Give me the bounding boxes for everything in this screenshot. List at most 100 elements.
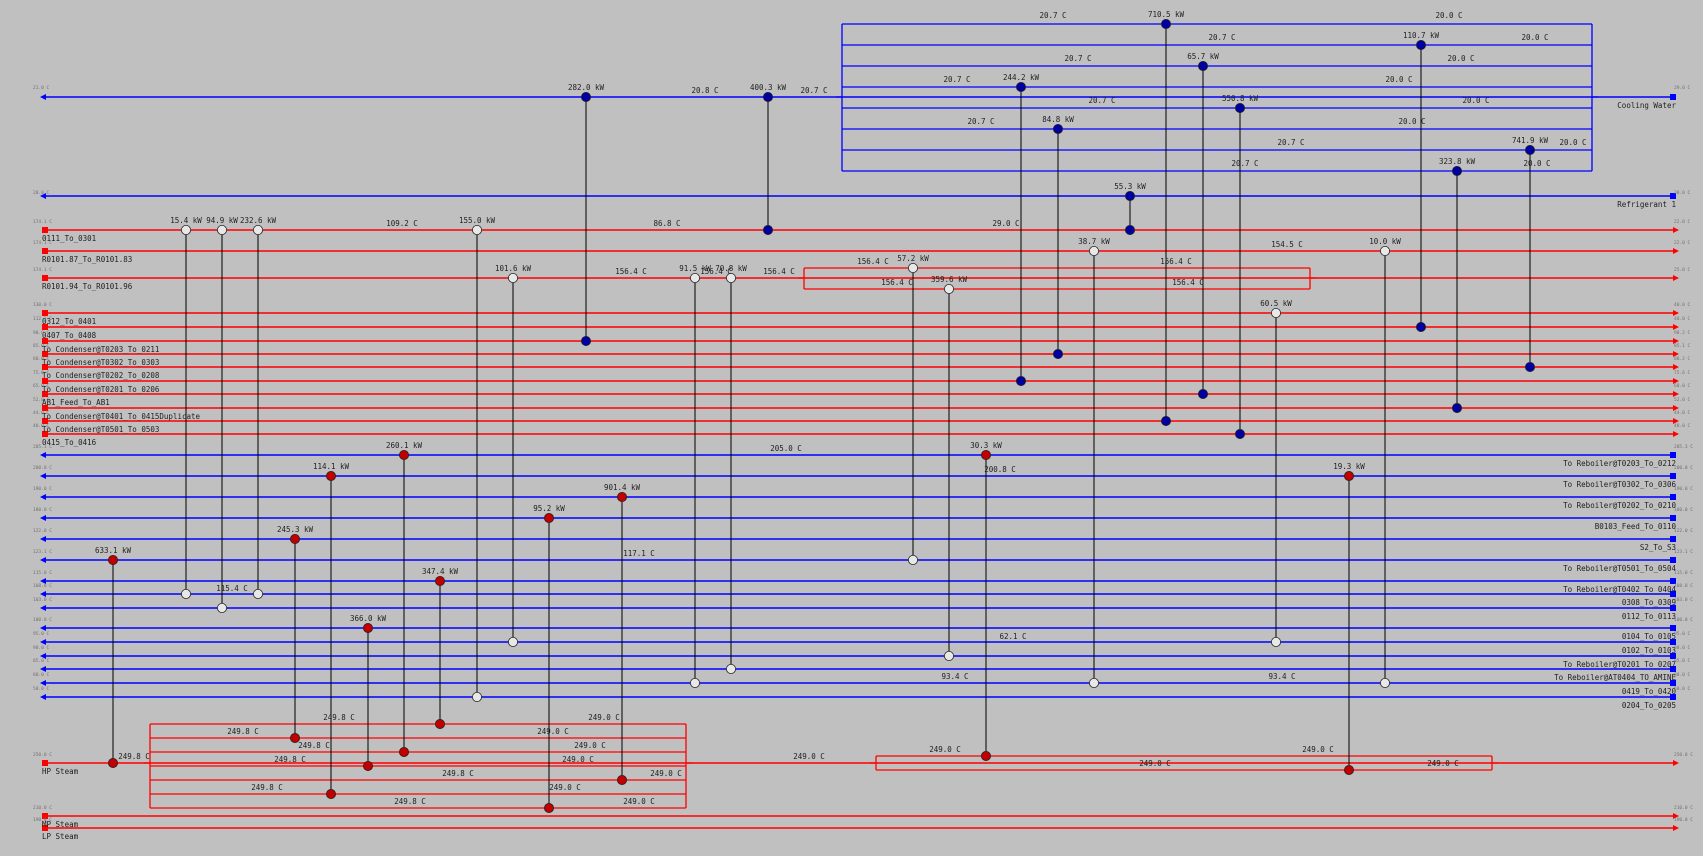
cooler-node-top[interactable] (581, 92, 592, 103)
exchanger-node-bottom[interactable] (180, 589, 191, 600)
exchanger-node-top[interactable] (1271, 307, 1282, 318)
stream-source-marker (42, 825, 48, 831)
heater-node-top[interactable] (981, 449, 992, 460)
exchanger-node-top[interactable] (252, 224, 263, 235)
exchanger-node-bottom[interactable] (690, 678, 701, 689)
exchanger-node-top[interactable] (944, 283, 955, 294)
tiny-temp-left: 174.1 C (33, 267, 52, 273)
exchanger-node-bottom[interactable] (507, 637, 518, 648)
heater-node-top[interactable] (617, 491, 628, 502)
cooler-node-bottom[interactable] (1198, 388, 1209, 399)
tiny-temp-left: 174.1 C (33, 240, 52, 246)
heater-node-bottom[interactable] (289, 733, 300, 744)
stream-arrow-right (1673, 248, 1679, 254)
tiny-temp-left: 80.0 C (33, 672, 50, 678)
exchanger-node-bottom[interactable] (1271, 637, 1282, 648)
cooler-node-bottom[interactable] (1235, 428, 1246, 439)
heater-node-top[interactable] (1344, 470, 1355, 481)
exchanger-node-top[interactable] (908, 262, 919, 273)
cooler-node-top[interactable] (1016, 82, 1027, 93)
temperature-label: 20.7 C (943, 75, 970, 84)
tiny-temp-left: 108.0 C (33, 583, 52, 589)
duty-label: 60.5 kW (1260, 299, 1292, 308)
heater-node-bottom[interactable] (325, 789, 336, 800)
exchanger-node-top[interactable] (1380, 245, 1391, 256)
cooler-node-bottom[interactable] (581, 335, 592, 346)
heater-node-top[interactable] (325, 470, 336, 481)
cooler-node-top[interactable] (1198, 61, 1209, 72)
exchanger-node-bottom[interactable] (252, 589, 263, 600)
cooler-node-top[interactable] (1053, 124, 1064, 135)
heater-node-bottom[interactable] (108, 758, 119, 769)
tiny-temp-left: 174.1 C (33, 219, 52, 225)
cooler-node-top[interactable] (1525, 144, 1536, 155)
cooler-node-bottom[interactable] (1053, 348, 1064, 359)
exchanger-node-top[interactable] (1089, 245, 1100, 256)
stream-arrow-left (40, 625, 46, 631)
exchanger-node-bottom[interactable] (471, 692, 482, 703)
heater-node-top[interactable] (434, 576, 445, 587)
heater-node-bottom[interactable] (362, 761, 373, 772)
exchanger-node-top[interactable] (471, 224, 482, 235)
heater-node-top[interactable] (289, 534, 300, 545)
cooler-node-top[interactable] (763, 92, 774, 103)
stream-label-h13: 0415_To_0416 (42, 438, 97, 447)
heater-node-bottom[interactable] (544, 803, 555, 814)
exchanger-node-bottom[interactable] (726, 664, 737, 675)
heater-node-bottom[interactable] (1344, 765, 1355, 776)
tiny-temp-right: 85.1 C (1674, 343, 1691, 349)
cooler-node-top[interactable] (1416, 40, 1427, 51)
cooler-node-top[interactable] (1125, 190, 1136, 201)
exchanger-node-top[interactable] (507, 272, 518, 283)
stream-arrow-right (1673, 760, 1679, 766)
cooler-node-top[interactable] (1452, 165, 1463, 176)
cooler-node-top[interactable] (1235, 103, 1246, 114)
temperature-label: 249.0 C (793, 752, 825, 761)
cooler-node-bottom[interactable] (1161, 415, 1172, 426)
tiny-temp-left: 112.1 C (33, 316, 52, 322)
tiny-temp-right: 44.0 C (1674, 410, 1691, 416)
temperature-label: 20.0 C (1385, 75, 1412, 84)
cooler-node-bottom[interactable] (1416, 321, 1427, 332)
exchanger-node-top[interactable] (180, 224, 191, 235)
stream-arrow-left (40, 536, 46, 542)
stream-label-c3: To Reboiler@T0202_To_0210 (1563, 501, 1676, 510)
exchanger-node-bottom[interactable] (1380, 678, 1391, 689)
exchanger-node-bottom[interactable] (908, 555, 919, 566)
heater-node-bottom[interactable] (617, 775, 628, 786)
tiny-temp-right: 200.0 C (1674, 465, 1693, 471)
stream-arrow-left (40, 94, 46, 100)
temperature-label: 249.0 C (623, 797, 655, 806)
cooler-node-bottom[interactable] (1125, 224, 1136, 235)
heater-node-bottom[interactable] (981, 751, 992, 762)
stream-arrow-right (1673, 378, 1679, 384)
exchanger-node-top[interactable] (216, 224, 227, 235)
temperature-label: 20.0 C (1523, 159, 1550, 168)
temperature-label: 249.8 C (227, 727, 259, 736)
exchanger-node-bottom[interactable] (944, 651, 955, 662)
duty-label: 347.4 kW (422, 567, 459, 576)
heater-node-bottom[interactable] (398, 747, 409, 758)
stream-label-h1: 0111_To_0301 (42, 234, 96, 243)
cooler-node-bottom[interactable] (763, 224, 774, 235)
tiny-temp-right: 108.0 C (1674, 583, 1693, 589)
cooler-node-bottom[interactable] (1016, 375, 1027, 386)
heater-node-top[interactable] (108, 555, 119, 566)
exchanger-node-bottom[interactable] (216, 603, 227, 614)
tiny-temp-right: 22.0 C (1674, 240, 1691, 246)
heater-node-top[interactable] (544, 513, 555, 524)
heater-node-top[interactable] (398, 449, 409, 460)
heater-node-bottom[interactable] (434, 719, 445, 730)
exchanger-node-bottom[interactable] (1089, 678, 1100, 689)
stream-arrow-right (1673, 418, 1679, 424)
exchanger-node-top[interactable] (690, 272, 701, 283)
heater-node-top[interactable] (362, 623, 373, 634)
stream-source-marker (1670, 653, 1676, 659)
cooler-node-top[interactable] (1161, 18, 1172, 29)
cooler-node-bottom[interactable] (1525, 361, 1536, 372)
stream-label-h2: R0101.87_To_R0101.83 (42, 255, 132, 264)
tiny-temp-left: 115.0 C (33, 570, 52, 576)
cooler-node-bottom[interactable] (1452, 402, 1463, 413)
temperature-label: 20.0 C (1435, 11, 1462, 20)
exchanger-node-top[interactable] (726, 272, 737, 283)
